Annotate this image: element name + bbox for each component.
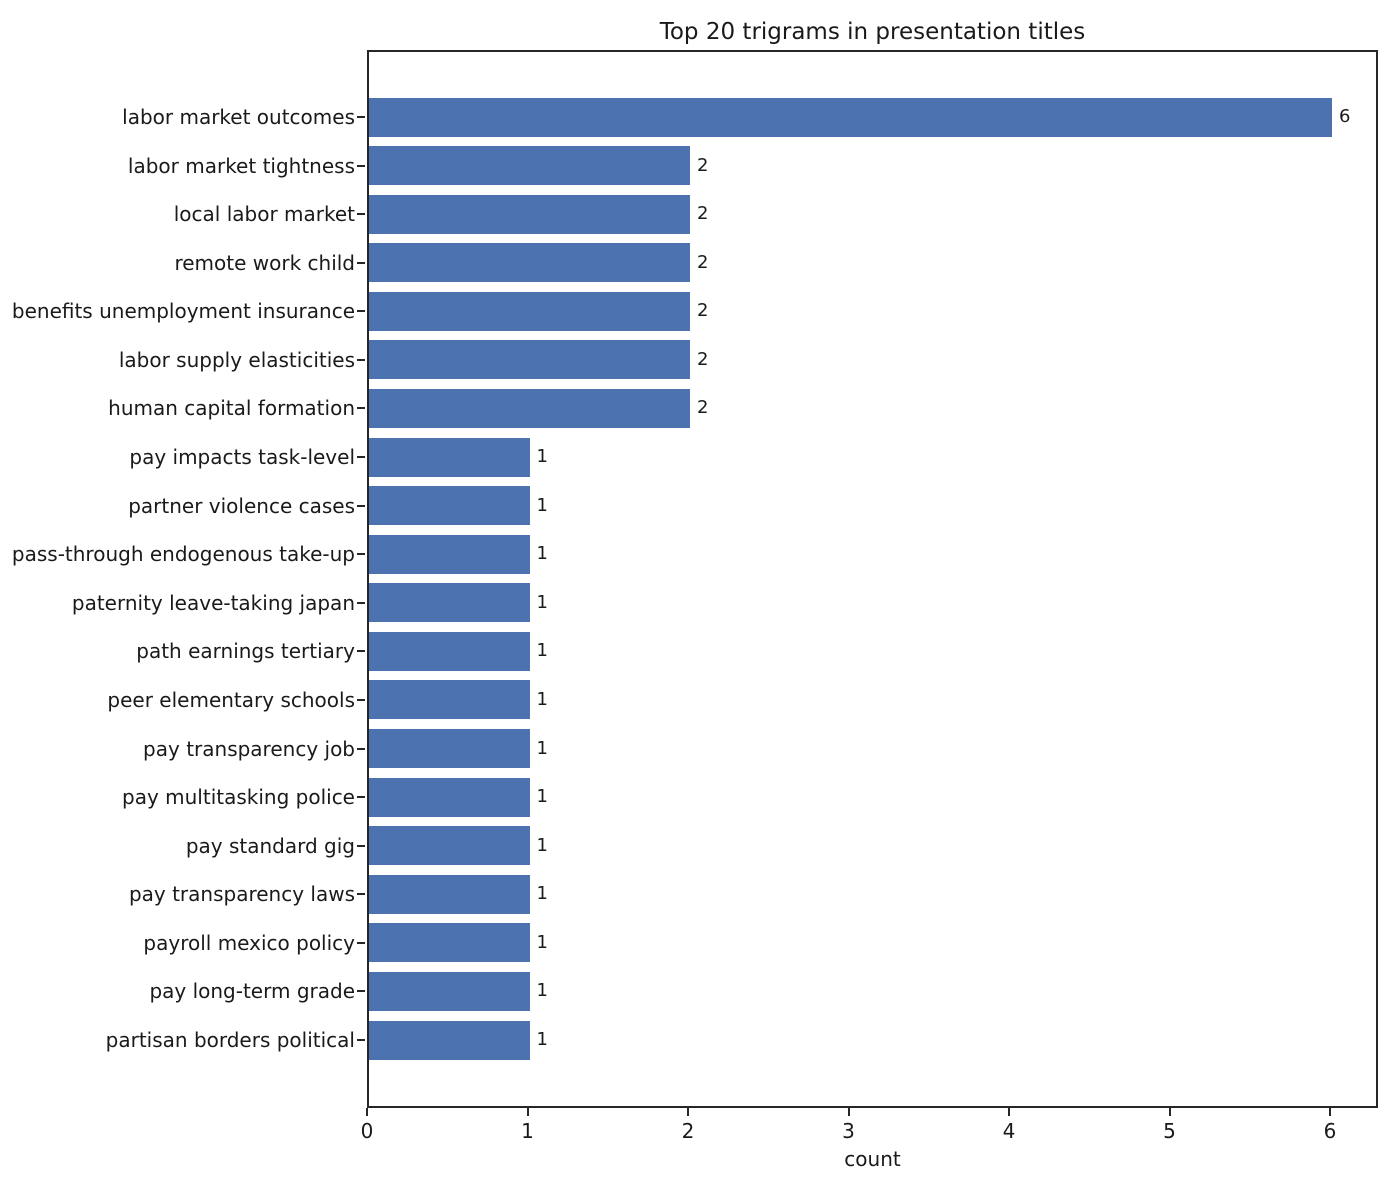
bar xyxy=(369,194,690,234)
bar-value-label: 1 xyxy=(536,640,548,662)
y-tick-mark xyxy=(357,456,365,459)
x-tick-label: 6 xyxy=(1323,1119,1337,1143)
y-tick-label: pay transparency job xyxy=(143,736,355,761)
y-tick-mark xyxy=(357,553,365,556)
bar-value-label: 1 xyxy=(536,883,548,905)
y-tick-mark xyxy=(357,213,365,216)
bar xyxy=(369,97,1332,137)
bar xyxy=(369,1020,530,1060)
y-tick-mark xyxy=(357,893,365,896)
bar-value-label: 1 xyxy=(536,786,548,808)
bar-value-label: 6 xyxy=(1339,106,1351,127)
bar-value-label: 2 xyxy=(697,154,709,176)
y-tick-label: labor supply elasticities xyxy=(118,347,355,372)
y-tick-label: pass-through endogenous take-up xyxy=(11,542,355,567)
y-tick-mark xyxy=(357,941,365,944)
y-tick-label: pay transparency laws xyxy=(128,882,355,907)
x-tick-label: 4 xyxy=(1002,1119,1016,1143)
bar xyxy=(369,680,530,720)
bar-value-label: 1 xyxy=(536,543,548,565)
x-tick-mark xyxy=(1168,1108,1171,1116)
y-tick-mark xyxy=(357,407,365,410)
bar xyxy=(369,243,690,283)
x-tick-mark xyxy=(847,1108,850,1116)
y-tick-mark xyxy=(357,796,365,799)
y-tick-label: pay impacts task-level xyxy=(129,445,355,470)
y-tick-mark xyxy=(357,698,365,701)
x-tick-label: 5 xyxy=(1163,1119,1176,1143)
y-tick-mark xyxy=(357,504,365,507)
bar xyxy=(369,486,530,526)
y-tick-mark xyxy=(357,310,365,313)
bar-value-label: 1 xyxy=(536,688,548,710)
y-tick-label: human capital formation xyxy=(108,396,355,421)
y-tick-mark xyxy=(357,164,365,167)
bar xyxy=(369,923,530,963)
bar xyxy=(369,534,530,574)
y-tick-mark xyxy=(357,650,365,653)
bar-value-label: 1 xyxy=(536,737,548,759)
chart-title: Top 20 trigrams in presentation titles xyxy=(659,19,1086,45)
bar-value-label: 2 xyxy=(697,348,709,370)
y-tick-label: paternity leave-taking japan xyxy=(71,590,355,615)
y-tick-mark xyxy=(357,116,365,118)
y-tick-mark xyxy=(357,990,365,993)
bar xyxy=(369,340,690,380)
y-tick-label: benefits unemployment insurance xyxy=(11,299,355,324)
bar-value-label: 2 xyxy=(697,300,709,322)
bar-value-label: 1 xyxy=(536,446,548,468)
bar-value-label: 1 xyxy=(536,931,548,953)
bar xyxy=(369,971,530,1011)
bar-value-label: 1 xyxy=(536,1029,548,1051)
bar xyxy=(369,291,690,331)
x-tick-label: 0 xyxy=(360,1119,374,1143)
y-tick-mark xyxy=(357,844,365,847)
y-tick-label: labor market tightness xyxy=(127,153,355,178)
x-tick-mark xyxy=(366,1108,368,1116)
y-tick-label: pay standard gig xyxy=(185,833,355,858)
y-tick-label: remote work child xyxy=(174,250,355,275)
y-tick-label: peer elementary schools xyxy=(107,687,355,712)
bar-value-label: 2 xyxy=(697,251,709,273)
y-tick-label: pay multitasking police xyxy=(122,785,355,810)
bar-value-label: 1 xyxy=(536,980,548,1002)
y-tick-mark xyxy=(357,261,365,264)
bar xyxy=(369,777,530,817)
bar xyxy=(369,729,530,769)
x-tick-mark xyxy=(1329,1108,1331,1116)
y-tick-mark xyxy=(357,601,365,604)
x-tick-mark xyxy=(687,1108,689,1116)
bar-value-label: 1 xyxy=(536,591,548,613)
bar-value-label: 1 xyxy=(536,834,548,856)
bar xyxy=(369,388,690,428)
bar xyxy=(369,146,690,186)
y-tick-label: path earnings tertiary xyxy=(136,639,355,664)
x-tick-label: 1 xyxy=(521,1119,534,1143)
x-tick-label: 3 xyxy=(842,1119,855,1143)
bar xyxy=(369,874,530,914)
y-tick-label: partner violence cases xyxy=(128,493,355,518)
bar xyxy=(369,826,530,866)
y-tick-mark xyxy=(357,1039,365,1042)
bar xyxy=(369,631,530,671)
plot-area: 6 2 2 2 2 2 2 1 1 1 1 1 1 1 1 1 1 1 1 1 xyxy=(357,50,1378,1116)
bar xyxy=(369,583,530,623)
y-tick-mark xyxy=(357,747,365,750)
x-axis-label: count xyxy=(844,1147,901,1171)
bar-value-label: 2 xyxy=(697,397,709,419)
y-tick-label: labor market outcomes xyxy=(122,105,355,129)
y-tick-label: partisan borders political xyxy=(105,1028,355,1053)
bar-value-label: 1 xyxy=(536,494,548,516)
x-tick-mark xyxy=(1008,1108,1010,1116)
bar-value-label: 2 xyxy=(697,203,709,225)
y-tick-label: payroll mexico policy xyxy=(143,930,355,955)
y-tick-label: local labor market xyxy=(173,202,355,227)
bar xyxy=(369,437,530,477)
y-tick-mark xyxy=(357,358,365,361)
x-tick-mark xyxy=(526,1108,529,1116)
y-tick-label: pay long-term grade xyxy=(149,979,355,1004)
x-tick-label: 2 xyxy=(681,1119,695,1143)
